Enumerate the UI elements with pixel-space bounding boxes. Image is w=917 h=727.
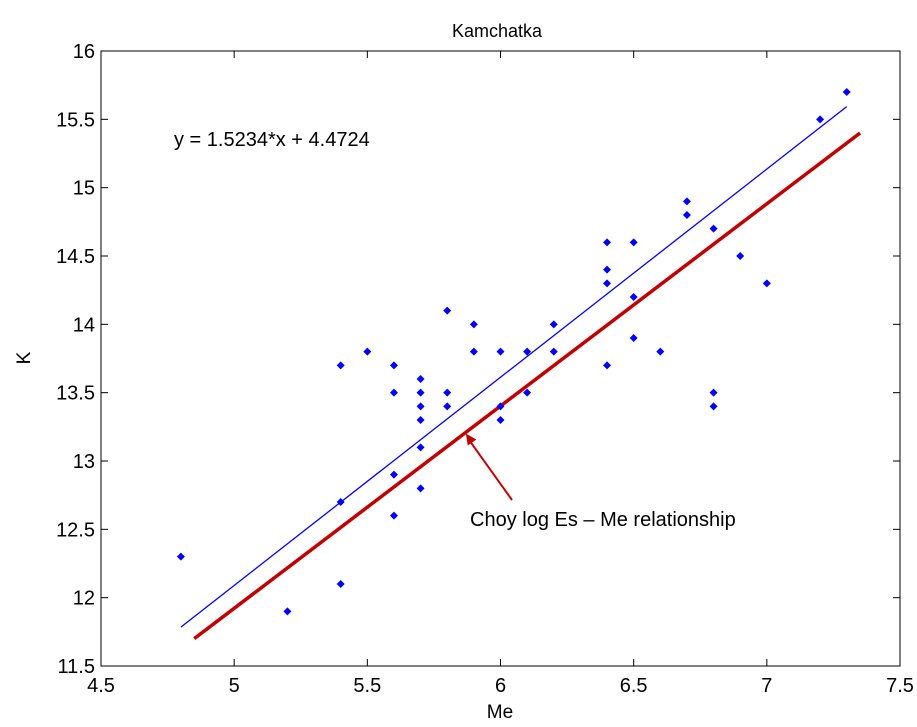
x-tick-label: 5.5 [353,675,381,697]
data-point [709,388,718,397]
data-point [603,265,612,274]
data-point [682,211,691,219]
data-point [709,402,718,411]
data-point [416,375,425,383]
reference-line-label: Choy log Es – Me relationship [470,509,736,531]
data-point [389,511,398,520]
data-point [176,552,185,561]
data-point [549,320,558,329]
data-point [603,361,612,370]
data-point [496,402,505,411]
fit-equation: y = 1.5234*x + 4.4724 [174,129,370,151]
y-tick-label: 15 [73,178,95,200]
fit-line-layer [180,106,848,628]
data-point [496,347,505,356]
fit-line [180,106,848,628]
y-tick-label: 12.5 [56,519,95,541]
data-point [336,580,345,588]
data-point [283,607,292,616]
data-point [629,334,638,342]
data-point [416,388,425,397]
data-point [496,416,505,424]
data-point [336,498,345,506]
annotation-arrow [468,439,513,501]
y-tick-label: 13 [73,451,95,473]
y-tick-label: 11.5 [58,656,95,678]
data-point [469,320,478,329]
y-tick-label: 16 [73,41,95,63]
data-point [336,361,345,370]
x-axis: 4.5 5 5.5 6 6.5 7 7.5 [87,51,914,697]
x-tick-label: 6.5 [620,675,648,697]
data-point [443,388,452,397]
data-point [656,347,665,356]
data-point [549,347,558,356]
y-axis-title: K [14,351,35,364]
y-tick-label: 12 [73,588,95,610]
data-point [603,238,612,247]
data-point [416,402,425,411]
data-point [416,484,425,493]
data-point [682,197,691,206]
x-tick-label: 6 [495,675,506,697]
data-point [709,224,718,233]
data-point [443,402,452,411]
data-point [816,115,825,124]
x-tick-label: 5 [229,675,240,697]
data-point [389,470,398,479]
data-point [842,88,851,96]
data-point [523,388,532,397]
y-tick-label: 14.5 [56,246,95,268]
x-tick-label: 7.5 [886,675,914,697]
data-point [389,388,398,397]
y-tick-label: 14 [73,314,95,336]
x-axis-title: Me [487,702,513,723]
plot-area [100,50,901,667]
chart-title: Kamchatka [452,21,543,41]
annotation-arrow-layer [465,433,513,501]
data-point [603,279,612,288]
x-tick-label: 7 [761,675,772,697]
y-tick-label: 15.5 [56,109,95,131]
y-axis: 11.5 12 12.5 13 13.5 14 14.5 15 15.5 16 [56,41,900,678]
data-point [736,252,745,260]
data-point [443,306,452,315]
reference-line [193,131,862,641]
data-point [629,238,638,247]
data-point [389,361,398,370]
x-tick-label: 4.5 [87,675,115,697]
data-point [762,279,771,288]
data-point [416,416,425,424]
data-point [469,347,478,356]
annotation-arrow-head [465,433,477,446]
points-layer [176,88,851,616]
data-point [416,443,425,452]
data-point [523,347,532,356]
data-point [629,293,638,301]
data-point [363,347,372,356]
plot-frame [100,50,901,667]
reference-line-layer [193,131,862,641]
y-tick-label: 13.5 [56,383,95,405]
